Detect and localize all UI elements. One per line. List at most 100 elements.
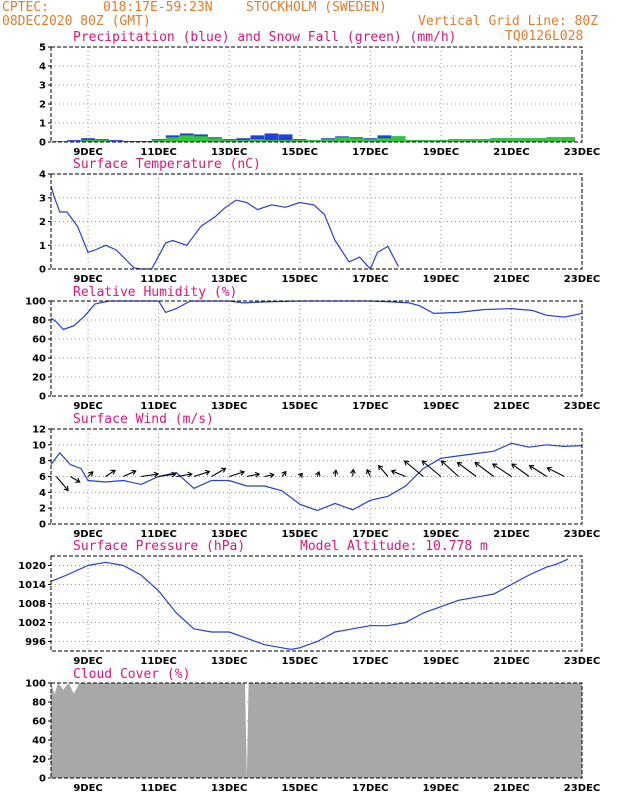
x-tick-label: 11DEC xyxy=(140,656,176,667)
y-tick-label: 20 xyxy=(32,373,46,384)
snowfall-bar xyxy=(349,138,364,142)
snowfall-bar xyxy=(476,139,491,142)
x-tick-label: 19DEC xyxy=(423,274,459,285)
wind-vector-head xyxy=(456,461,463,467)
wind-vector-head xyxy=(269,472,275,479)
y-tick-label: 1002 xyxy=(18,618,46,629)
rh-series-line xyxy=(50,300,583,331)
x-tick-label: 15DEC xyxy=(282,656,318,667)
x-tick-label: 11DEC xyxy=(140,783,176,794)
y-tick-label: 20 xyxy=(32,755,46,766)
wind-vector-shaft xyxy=(474,462,495,477)
wind-vector xyxy=(440,460,459,477)
wind-vector-shaft xyxy=(366,469,371,477)
y-tick-label: 60 xyxy=(32,717,46,728)
wind-vector-head xyxy=(239,470,246,476)
wind-vector xyxy=(456,461,477,477)
x-tick-label: 21DEC xyxy=(493,529,529,540)
wind-vector-shaft xyxy=(529,465,548,477)
wind-panel: Surface Wind (m/s) 0 2 4 6 8 10 12 9DEC 11DEC 13… xyxy=(32,412,600,540)
y-tick-label: 0 xyxy=(39,774,46,785)
wind-vector xyxy=(297,472,303,478)
model-altitude: Model Altitude: 10.778 m xyxy=(300,539,488,554)
x-tick-label: 23DEC xyxy=(564,401,600,412)
pressure-title: Surface Pressure (hPa) xyxy=(73,539,245,554)
x-tick-label: 19DEC xyxy=(423,401,459,412)
wind-vector-shaft xyxy=(70,476,80,483)
snowfall-bar xyxy=(151,140,166,142)
x-tick-label: 11DEC xyxy=(140,529,176,540)
wind-vector-shaft xyxy=(123,470,136,478)
x-tick-label: 19DEC xyxy=(423,529,459,540)
wind-vector xyxy=(55,476,69,492)
wind-vector-shaft xyxy=(193,471,210,478)
x-tick-label: 17DEC xyxy=(352,783,388,794)
wind-vector-head xyxy=(350,468,356,474)
y-tick-label: 100 xyxy=(25,679,46,690)
x-tick-label: 21DEC xyxy=(493,656,529,667)
wind-vector-head xyxy=(474,461,480,467)
x-tick-label: 23DEC xyxy=(564,529,600,540)
x-tick-label: 17DEC xyxy=(352,274,388,285)
snowfall-bar xyxy=(405,140,420,142)
x-tick-label: 15DEC xyxy=(282,147,318,158)
x-tick-label: 15DEC xyxy=(282,783,318,794)
x-tick-label: 15DEC xyxy=(282,529,318,540)
wind-vector-head xyxy=(297,472,303,478)
wind-vector-head xyxy=(511,463,517,469)
wind-vector-shaft xyxy=(457,462,477,477)
wind-vector-shaft xyxy=(404,460,424,477)
snowfall-bar xyxy=(391,136,406,142)
wind-vector-head xyxy=(153,471,160,478)
wind-vector-shaft xyxy=(421,460,442,477)
x-tick-label: 17DEC xyxy=(352,147,388,158)
wind-vector xyxy=(315,470,321,477)
y-tick-label: 100 xyxy=(25,297,46,308)
y-tick-label: 3 xyxy=(39,81,46,92)
wind-vector-head xyxy=(377,464,384,471)
y-tick-label: 1020 xyxy=(18,561,46,572)
wind-vector-head xyxy=(187,471,193,478)
wind-vector-head xyxy=(75,477,81,483)
y-tick-label: 5 xyxy=(39,43,46,54)
snowfall-bar xyxy=(419,140,434,142)
wind-vector-head xyxy=(171,471,177,478)
x-tick-label: 9DEC xyxy=(73,401,102,412)
x-tick-label: 17DEC xyxy=(352,529,388,540)
precipitation-bar xyxy=(278,134,293,142)
wind-vector-head xyxy=(63,485,69,492)
precipitation-panel: Precipitation (blue) and Snow Fall (gree… xyxy=(39,30,600,158)
y-tick-label: 8 xyxy=(39,456,46,467)
wind-vector-shaft xyxy=(281,471,287,477)
pressure-series-line xyxy=(50,558,569,651)
x-tick-label: 15DEC xyxy=(282,274,318,285)
snowfall-bar xyxy=(546,137,561,142)
snowfall-bar xyxy=(81,140,95,142)
wind-vector xyxy=(176,471,193,478)
y-tick-label: 0 xyxy=(39,138,46,149)
wind-vector-shaft xyxy=(441,460,459,477)
wind-vector xyxy=(421,460,442,477)
x-tick-label: 21DEC xyxy=(493,147,529,158)
x-tick-label: 9DEC xyxy=(73,274,102,285)
y-tick-label: 1014 xyxy=(18,580,46,591)
y-tick-label: 10 xyxy=(32,440,46,451)
x-tick-label: 13DEC xyxy=(211,401,247,412)
wind-vector-shaft xyxy=(352,469,354,477)
humidity-frame xyxy=(50,300,583,397)
y-tick-label: 80 xyxy=(32,698,46,709)
y-tick-label: 1 xyxy=(39,119,46,130)
temp-series-line xyxy=(50,185,400,271)
wind-vector-shaft xyxy=(334,470,337,477)
wind-vector-head xyxy=(88,471,94,477)
wind-vector xyxy=(246,471,261,478)
wind-vector-head xyxy=(421,460,427,466)
snowfall-bar xyxy=(363,139,378,142)
wind-vector-shaft xyxy=(391,470,406,478)
snowfall-bar xyxy=(560,137,575,142)
wind-vector xyxy=(350,468,356,477)
wind-vector-head xyxy=(366,468,372,475)
wind-vector-shaft xyxy=(87,471,94,477)
wind-vector-shaft xyxy=(55,476,69,491)
